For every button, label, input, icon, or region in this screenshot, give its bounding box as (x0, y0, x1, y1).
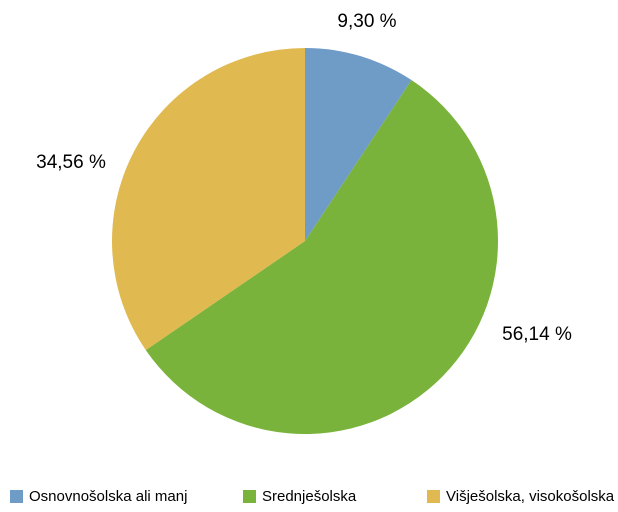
legend-label: Višješolska, visokošolska (446, 488, 615, 505)
legend-swatch (243, 490, 256, 503)
legend-label: Srednješolska (262, 488, 357, 505)
data-label: 34,56 % (36, 152, 106, 173)
data-label: 9,30 % (337, 11, 396, 32)
pie-slice (305, 48, 412, 241)
legend-swatch (10, 490, 23, 503)
legend-swatch (427, 490, 440, 503)
legend-label: Osnovnošolska ali manj (29, 488, 187, 505)
pie-slice (145, 80, 499, 435)
data-label: 56,14 % (502, 324, 572, 345)
pie-slice (112, 48, 306, 351)
